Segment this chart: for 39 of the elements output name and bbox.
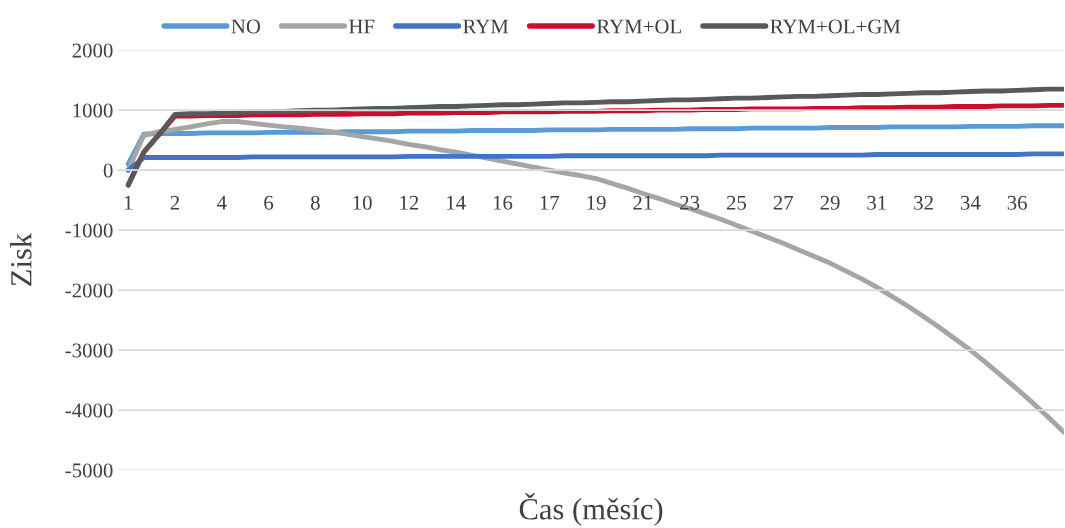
y-tick-label: -1000	[65, 223, 113, 238]
x-tick-label: 34	[960, 195, 981, 210]
x-tick-label: 21	[633, 195, 653, 210]
x-tick-label: 29	[820, 195, 840, 210]
line-series	[125, 151, 1064, 173]
x-tick-label: 23	[680, 195, 700, 210]
x-tick-label: 27	[773, 195, 794, 210]
x-tick-label: 10	[353, 195, 372, 210]
x-tick-label: 12	[400, 195, 419, 210]
y-tick-label: -5000	[65, 463, 113, 478]
x-axis-title: Čas (měsíc)	[519, 493, 663, 526]
y-tick-label: 2000	[72, 43, 113, 58]
x-tick-label: 8	[310, 195, 320, 210]
y-tick-label: 1000	[73, 103, 113, 118]
x-tick-label: 16	[493, 195, 513, 210]
line-series	[125, 123, 1064, 167]
legend-label: HF	[349, 19, 375, 34]
x-tick-label: 2	[170, 195, 180, 210]
x-tick-label: 1	[124, 195, 133, 210]
x-tick-label: 14	[447, 195, 466, 210]
x-tick-label: 31	[867, 195, 886, 210]
x-tick-label: 4	[216, 195, 227, 210]
legend-label: RYM+OL+GM	[770, 19, 901, 34]
y-tick-label: -4000	[65, 403, 113, 418]
legend-label: NO	[231, 19, 261, 34]
y-axis-title: Zisk	[10, 232, 32, 286]
line-series	[125, 86, 1064, 188]
x-tick-label: 25	[726, 195, 747, 210]
y-tick-label: -3000	[65, 343, 113, 358]
x-tick-label: 19	[587, 195, 606, 210]
x-tick-label: 32	[914, 195, 933, 210]
line-series	[125, 119, 1064, 435]
legend-label: RYM	[463, 19, 509, 34]
x-tick-label: 17	[540, 195, 560, 210]
y-tick-label: -2000	[65, 283, 113, 298]
x-tick-label: 6	[264, 195, 274, 210]
x-tick-label: 36	[1007, 195, 1027, 210]
y-tick-label: 0	[103, 163, 113, 178]
legend-label: RYM+OL	[596, 19, 681, 34]
